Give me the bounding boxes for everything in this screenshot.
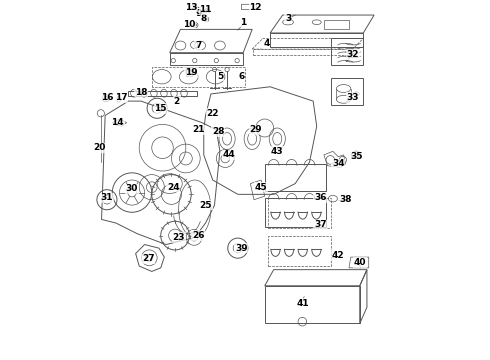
Text: 8: 8: [200, 14, 207, 23]
Bar: [269, 235, 331, 266]
Text: 33: 33: [346, 93, 359, 102]
Text: 40: 40: [353, 258, 366, 267]
Text: 3: 3: [285, 14, 291, 23]
Text: 4: 4: [263, 39, 270, 48]
Text: 37: 37: [314, 220, 327, 229]
Text: 27: 27: [142, 255, 154, 264]
Text: 31: 31: [100, 193, 113, 202]
Text: 19: 19: [185, 68, 197, 77]
Text: 6: 6: [238, 72, 245, 81]
Text: 34: 34: [332, 159, 344, 168]
Text: 1: 1: [240, 18, 246, 27]
Text: 29: 29: [249, 125, 262, 134]
Text: 15: 15: [154, 104, 167, 113]
Text: 25: 25: [199, 201, 212, 210]
Text: 5: 5: [217, 72, 223, 81]
Bar: [253, 49, 349, 55]
Text: 39: 39: [235, 244, 248, 253]
Text: 2: 2: [174, 96, 180, 105]
Text: 26: 26: [192, 231, 205, 240]
Text: 23: 23: [172, 233, 185, 242]
Text: 17: 17: [115, 93, 127, 102]
Bar: [186, 67, 192, 76]
Text: 16: 16: [100, 93, 113, 102]
Text: 35: 35: [350, 152, 363, 161]
Text: 43: 43: [271, 147, 284, 156]
Text: 24: 24: [167, 183, 180, 192]
Bar: [324, 21, 349, 30]
Text: 21: 21: [192, 125, 205, 134]
Text: 44: 44: [222, 150, 235, 159]
Text: 22: 22: [206, 109, 219, 118]
Text: 13: 13: [185, 3, 197, 12]
Text: 14: 14: [111, 118, 124, 127]
Text: 12: 12: [249, 3, 262, 12]
Text: 36: 36: [314, 193, 326, 202]
Text: 18: 18: [135, 87, 147, 96]
Text: 7: 7: [195, 41, 201, 50]
Text: 9: 9: [195, 9, 201, 18]
Text: 28: 28: [212, 127, 224, 136]
Text: 45: 45: [255, 183, 268, 192]
Bar: [331, 39, 364, 65]
Text: 38: 38: [339, 195, 352, 204]
Text: 10: 10: [183, 19, 196, 28]
Text: 20: 20: [94, 143, 106, 152]
Text: 11: 11: [199, 5, 212, 14]
Text: 42: 42: [332, 251, 344, 260]
Bar: [331, 78, 364, 105]
Text: 32: 32: [346, 50, 359, 59]
Text: 41: 41: [296, 299, 309, 308]
Text: 30: 30: [126, 184, 138, 193]
Bar: [269, 198, 331, 228]
